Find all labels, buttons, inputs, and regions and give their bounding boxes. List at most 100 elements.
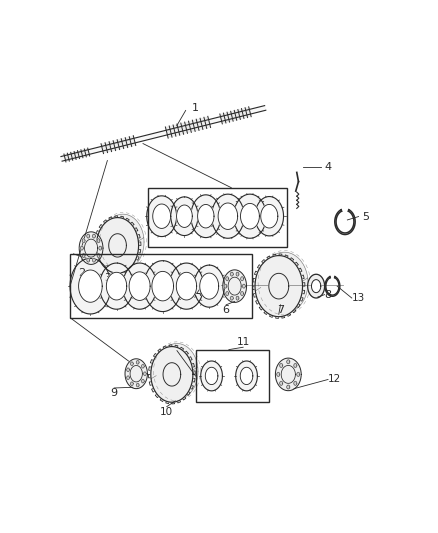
Polygon shape xyxy=(102,214,144,270)
Polygon shape xyxy=(176,272,197,300)
Polygon shape xyxy=(87,234,90,238)
Text: 7: 7 xyxy=(277,305,284,315)
Polygon shape xyxy=(127,368,129,372)
Polygon shape xyxy=(230,272,233,276)
Polygon shape xyxy=(311,280,321,293)
Polygon shape xyxy=(230,296,233,300)
Text: 9: 9 xyxy=(110,388,118,398)
Polygon shape xyxy=(200,273,219,299)
Polygon shape xyxy=(228,277,241,295)
Polygon shape xyxy=(294,382,297,385)
Text: 1: 1 xyxy=(192,103,199,113)
Polygon shape xyxy=(212,194,244,238)
Polygon shape xyxy=(205,367,218,385)
Text: 6: 6 xyxy=(223,305,230,315)
Polygon shape xyxy=(153,204,171,229)
Polygon shape xyxy=(287,385,290,389)
Polygon shape xyxy=(151,346,193,402)
Polygon shape xyxy=(87,258,90,262)
Text: 12: 12 xyxy=(328,375,341,384)
Polygon shape xyxy=(82,239,85,243)
Polygon shape xyxy=(127,376,129,379)
Polygon shape xyxy=(136,383,139,387)
Polygon shape xyxy=(144,372,146,376)
Polygon shape xyxy=(241,292,244,295)
Text: 10: 10 xyxy=(160,407,173,417)
Polygon shape xyxy=(255,197,283,236)
Polygon shape xyxy=(233,194,266,238)
Text: 4: 4 xyxy=(325,163,332,172)
Polygon shape xyxy=(131,362,133,366)
Polygon shape xyxy=(147,196,177,237)
Polygon shape xyxy=(241,277,244,281)
Polygon shape xyxy=(280,364,283,367)
Polygon shape xyxy=(109,233,127,257)
Polygon shape xyxy=(156,343,198,399)
Polygon shape xyxy=(297,373,300,376)
Polygon shape xyxy=(92,258,95,262)
Polygon shape xyxy=(78,270,102,302)
Polygon shape xyxy=(106,272,127,300)
Polygon shape xyxy=(64,149,89,161)
Polygon shape xyxy=(236,361,258,391)
Polygon shape xyxy=(287,360,290,364)
Polygon shape xyxy=(236,272,239,276)
Bar xyxy=(70,254,251,318)
Polygon shape xyxy=(130,366,142,382)
Polygon shape xyxy=(101,136,136,153)
Polygon shape xyxy=(123,263,156,309)
Polygon shape xyxy=(243,284,245,288)
Polygon shape xyxy=(99,263,134,309)
Polygon shape xyxy=(226,277,229,281)
Text: 4: 4 xyxy=(196,288,203,298)
Polygon shape xyxy=(191,195,221,238)
Polygon shape xyxy=(141,365,144,368)
Polygon shape xyxy=(61,106,266,161)
Polygon shape xyxy=(226,292,229,295)
Polygon shape xyxy=(97,254,100,257)
Polygon shape xyxy=(152,271,173,301)
Polygon shape xyxy=(307,274,325,298)
Polygon shape xyxy=(280,382,283,385)
Polygon shape xyxy=(220,108,251,123)
Polygon shape xyxy=(201,361,223,391)
Polygon shape xyxy=(223,270,247,302)
Text: 2: 2 xyxy=(78,268,85,278)
Bar xyxy=(196,350,268,402)
Polygon shape xyxy=(144,261,181,312)
Polygon shape xyxy=(198,205,214,228)
Polygon shape xyxy=(85,239,98,257)
Polygon shape xyxy=(131,382,133,385)
Bar xyxy=(148,188,287,247)
Polygon shape xyxy=(240,204,259,229)
Polygon shape xyxy=(92,234,95,238)
Polygon shape xyxy=(97,239,100,243)
Polygon shape xyxy=(269,273,289,299)
Text: 11: 11 xyxy=(237,337,250,347)
Polygon shape xyxy=(170,263,203,309)
Text: 13: 13 xyxy=(352,293,365,303)
Text: 3: 3 xyxy=(104,273,111,282)
Polygon shape xyxy=(218,203,238,229)
Polygon shape xyxy=(82,254,85,257)
Polygon shape xyxy=(136,360,139,364)
Polygon shape xyxy=(125,359,148,389)
Polygon shape xyxy=(163,362,181,386)
Polygon shape xyxy=(166,117,210,138)
Polygon shape xyxy=(96,217,138,273)
Text: 8: 8 xyxy=(325,289,332,300)
Polygon shape xyxy=(141,379,144,383)
Polygon shape xyxy=(177,205,192,228)
Text: 5: 5 xyxy=(362,212,369,222)
Polygon shape xyxy=(240,367,253,385)
Polygon shape xyxy=(276,358,301,391)
Polygon shape xyxy=(129,272,150,301)
Polygon shape xyxy=(277,373,280,376)
Polygon shape xyxy=(171,197,198,236)
Polygon shape xyxy=(294,364,297,367)
Polygon shape xyxy=(261,252,308,313)
Polygon shape xyxy=(79,232,103,264)
Polygon shape xyxy=(236,296,239,300)
Polygon shape xyxy=(194,265,224,307)
Polygon shape xyxy=(224,284,227,288)
